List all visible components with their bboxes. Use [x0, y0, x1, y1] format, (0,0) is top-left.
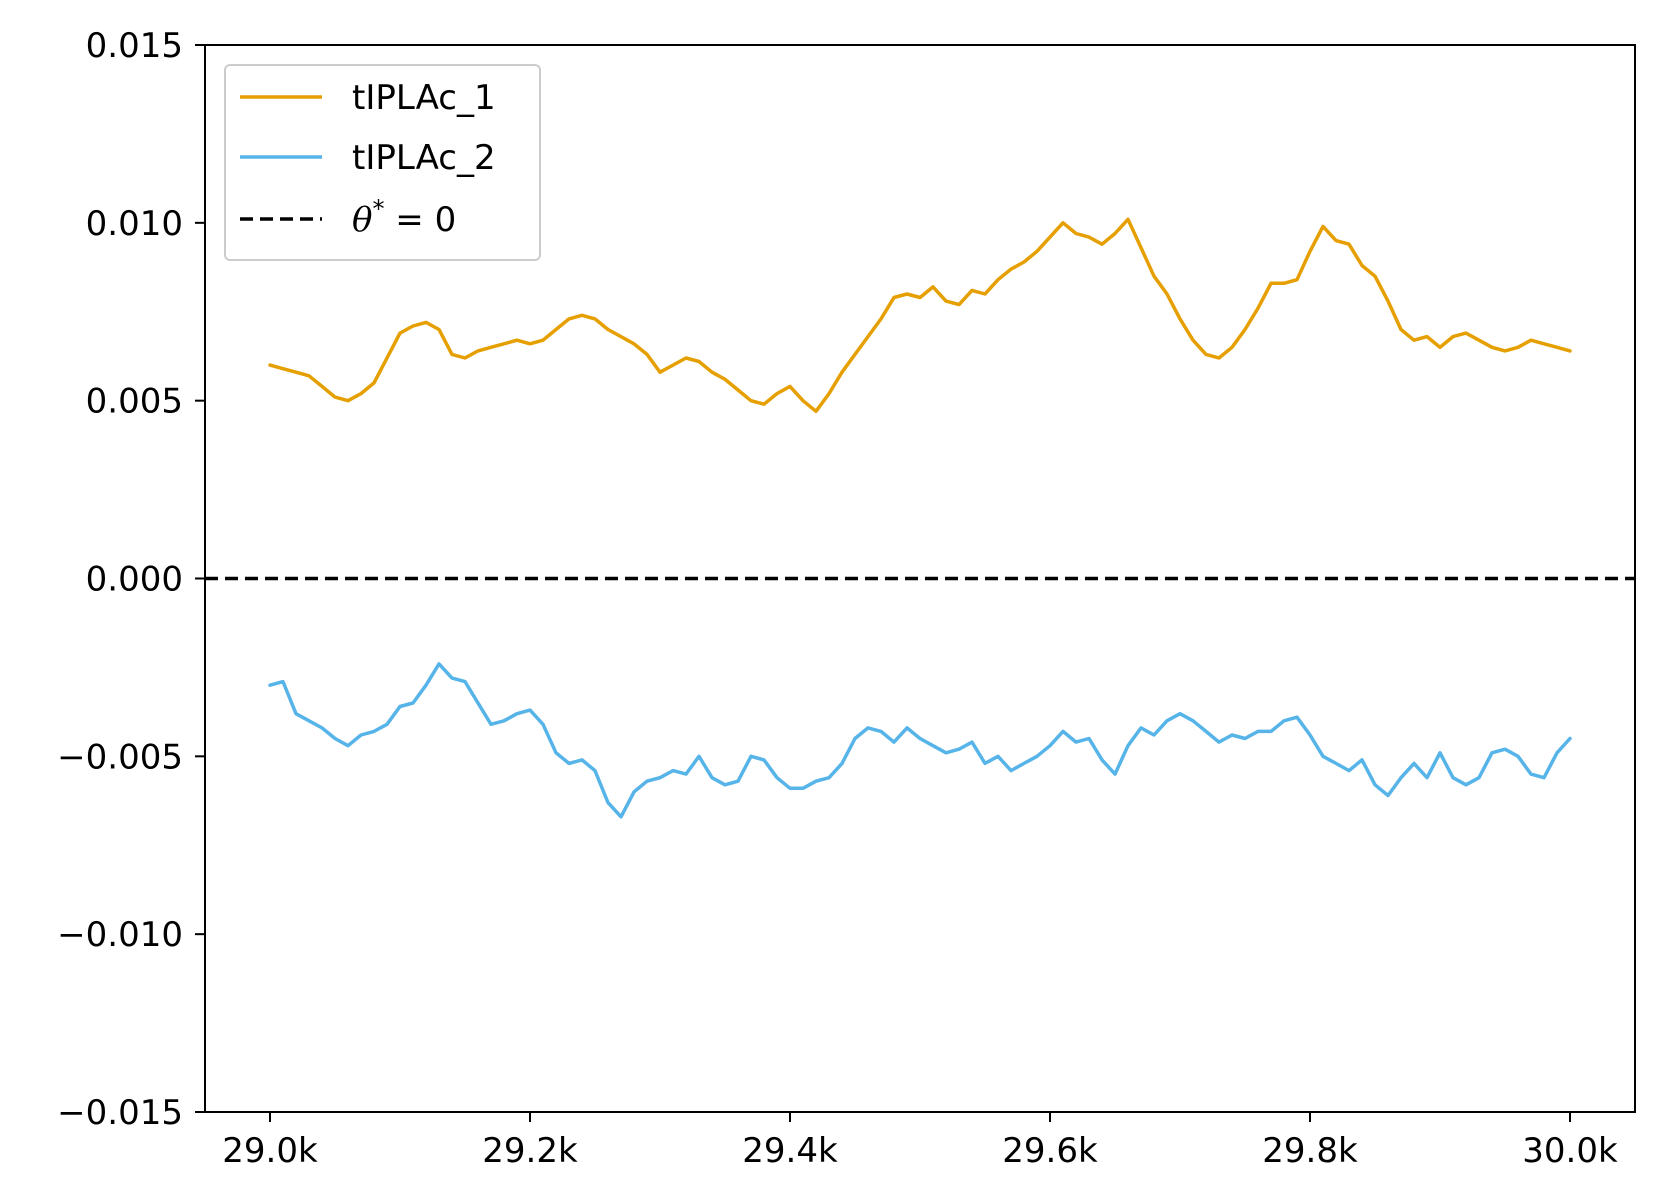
x-tick-label: 30.0k [1522, 1131, 1618, 1171]
legend-label-2: tIPLAc_2 [352, 138, 496, 178]
x-tick-label: 29.2k [482, 1131, 578, 1171]
x-tick-label: 29.4k [742, 1131, 838, 1171]
y-tick-label: 0.005 [86, 382, 183, 422]
x-axis: 29.0k 29.2k 29.4k 29.6k 29.8k 30.0k [222, 1112, 1618, 1171]
legend-label-3: θ* = 0 [352, 195, 456, 240]
x-tick-label: 29.6k [1002, 1131, 1098, 1171]
x-tick-label: 29.8k [1262, 1131, 1358, 1171]
legend-label-1: tIPLAc_1 [352, 78, 496, 118]
y-axis: 0.015 0.010 0.005 0.000 −0.005 −0.010 −0.015 [57, 26, 205, 1133]
series-layer [268, 217, 1572, 819]
y-tick-label: 0.000 [86, 560, 183, 600]
series-line-1 [268, 217, 1572, 414]
series-line-2 [268, 662, 1572, 819]
y-tick-label: 0.010 [86, 204, 183, 244]
y-tick-label: 0.015 [86, 26, 183, 66]
x-tick-label: 29.0k [222, 1131, 318, 1171]
legend-box [224, 64, 541, 261]
y-tick-label: −0.015 [57, 1093, 183, 1133]
legend: tIPLAc_1 tIPLAc_2 θ* = 0 [224, 64, 541, 261]
y-tick-label: −0.005 [57, 737, 183, 777]
y-tick-label: −0.010 [57, 915, 183, 955]
